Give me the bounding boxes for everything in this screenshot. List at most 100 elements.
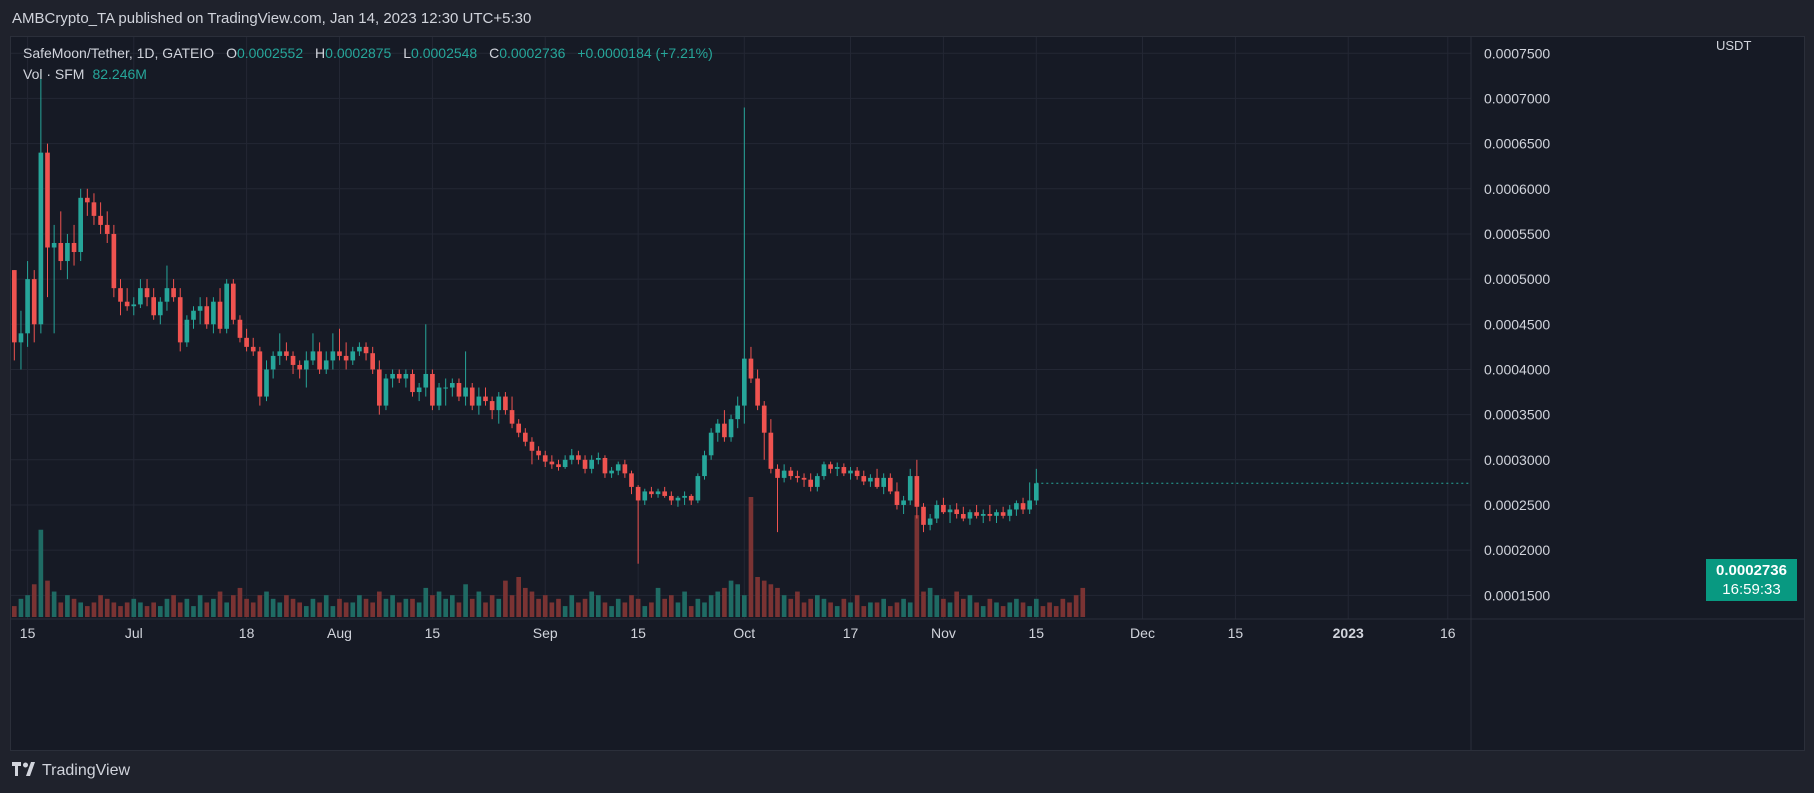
volume-bar bbox=[901, 598, 906, 617]
x-tick-label: 15 bbox=[425, 625, 441, 641]
volume-bar bbox=[874, 602, 880, 617]
symbol-label[interactable]: SafeMoon/Tether, 1D, GATEIO bbox=[23, 45, 215, 61]
candle-body bbox=[874, 477, 880, 487]
volume-bar bbox=[708, 595, 714, 617]
volume-bar bbox=[483, 602, 488, 617]
candle-body bbox=[615, 464, 621, 471]
volume-bar bbox=[18, 598, 24, 617]
volume-bar bbox=[171, 595, 176, 617]
candle-body bbox=[635, 486, 641, 501]
volume-bar bbox=[71, 598, 77, 617]
candle-body bbox=[821, 464, 827, 477]
candle-body bbox=[927, 518, 933, 525]
candle-body bbox=[403, 373, 409, 379]
volume-bar bbox=[715, 591, 721, 617]
volume-bar bbox=[310, 598, 316, 617]
volume-bar bbox=[576, 602, 581, 617]
candle-body bbox=[649, 491, 654, 495]
candle-body bbox=[350, 351, 356, 361]
candle-body bbox=[390, 373, 395, 379]
volume-bar bbox=[927, 587, 933, 617]
candle-body bbox=[250, 346, 256, 352]
x-tick-label: Jul bbox=[125, 625, 143, 641]
candle-body bbox=[562, 459, 568, 468]
candle-body bbox=[449, 383, 455, 388]
volume-bar bbox=[151, 602, 157, 617]
change-value: +0.0000184 (+7.21%) bbox=[577, 45, 713, 61]
volume-bar bbox=[722, 587, 727, 617]
volume-bar bbox=[144, 606, 150, 617]
brand-name: TradingView bbox=[42, 762, 131, 779]
volume-bar bbox=[755, 577, 760, 617]
candle-body bbox=[602, 457, 608, 474]
volume-bar bbox=[443, 598, 449, 617]
volume-bar bbox=[841, 598, 847, 617]
candle-body bbox=[894, 491, 900, 505]
x-tick-label: 15 bbox=[630, 625, 646, 641]
candlestick-chart[interactable]: USDT 0.0001500 0.0002000 0.0002500 0.000300… bbox=[11, 37, 1804, 750]
candle-body bbox=[814, 476, 820, 487]
y-tick-label: 0.0006500 bbox=[1484, 136, 1550, 152]
candle-body bbox=[376, 369, 382, 406]
volume-bar bbox=[363, 598, 369, 617]
candle-body bbox=[695, 476, 701, 501]
candle-body bbox=[78, 197, 84, 253]
volume-bar bbox=[655, 587, 661, 617]
volume-legend[interactable]: Vol · SFM 82.246M bbox=[23, 66, 147, 82]
volume-bar bbox=[370, 602, 376, 617]
volume-bar bbox=[887, 606, 893, 617]
volume-bar bbox=[323, 595, 329, 617]
high-value: 0.0002875 bbox=[325, 45, 392, 61]
candle-body bbox=[907, 476, 913, 501]
volume-bar bbox=[741, 595, 747, 617]
volume-bar bbox=[337, 598, 342, 617]
volume-bar bbox=[164, 598, 170, 617]
candle-body bbox=[177, 297, 183, 343]
volume-bar bbox=[449, 595, 455, 617]
candle-body bbox=[848, 470, 853, 474]
candle-body bbox=[595, 457, 601, 460]
candle-body bbox=[582, 459, 588, 469]
candle-body bbox=[868, 477, 873, 482]
y-tick-label: 0.0004000 bbox=[1484, 361, 1550, 377]
volume-bar bbox=[821, 598, 827, 617]
candle-body bbox=[788, 470, 794, 477]
candle-body bbox=[901, 500, 906, 505]
candle-body bbox=[668, 495, 674, 501]
volume-bar bbox=[297, 602, 303, 617]
volume-bar bbox=[788, 598, 794, 617]
candle-body bbox=[244, 337, 249, 347]
y-tick-label: 0.0005000 bbox=[1484, 271, 1550, 287]
volume-bar bbox=[489, 595, 495, 617]
candle-body bbox=[489, 401, 495, 411]
candle-body bbox=[841, 467, 847, 474]
candle-body bbox=[715, 423, 721, 433]
candle-body bbox=[290, 355, 296, 365]
candle-body bbox=[509, 410, 515, 424]
chart-panel[interactable]: USDT 0.0001500 0.0002000 0.0002500 0.000300… bbox=[10, 36, 1805, 751]
volume-bar bbox=[602, 602, 608, 617]
volume-bar bbox=[848, 602, 853, 617]
candle-body bbox=[542, 455, 548, 462]
candle-body bbox=[828, 464, 833, 469]
volume-bar bbox=[615, 598, 621, 617]
volume-bar bbox=[728, 580, 734, 617]
candle-body bbox=[217, 301, 223, 329]
candle-body bbox=[197, 306, 203, 311]
volume-bar bbox=[237, 587, 243, 617]
candle-body bbox=[569, 455, 575, 460]
candle-body bbox=[781, 470, 787, 478]
volume-bar bbox=[947, 602, 953, 617]
x-tick-label: 17 bbox=[843, 625, 859, 641]
candle-body bbox=[416, 387, 422, 393]
y-tick-label: 0.0001500 bbox=[1484, 587, 1550, 603]
candle-body bbox=[211, 301, 216, 325]
volume-bar bbox=[1014, 598, 1019, 617]
volume-bar bbox=[941, 598, 946, 617]
candle-body bbox=[834, 467, 840, 469]
volume-bars bbox=[11, 497, 1086, 617]
candle-body bbox=[589, 459, 595, 469]
volume-bar bbox=[921, 591, 926, 617]
footer-brand[interactable]: TradingView bbox=[12, 762, 130, 780]
candle-body bbox=[284, 351, 289, 356]
